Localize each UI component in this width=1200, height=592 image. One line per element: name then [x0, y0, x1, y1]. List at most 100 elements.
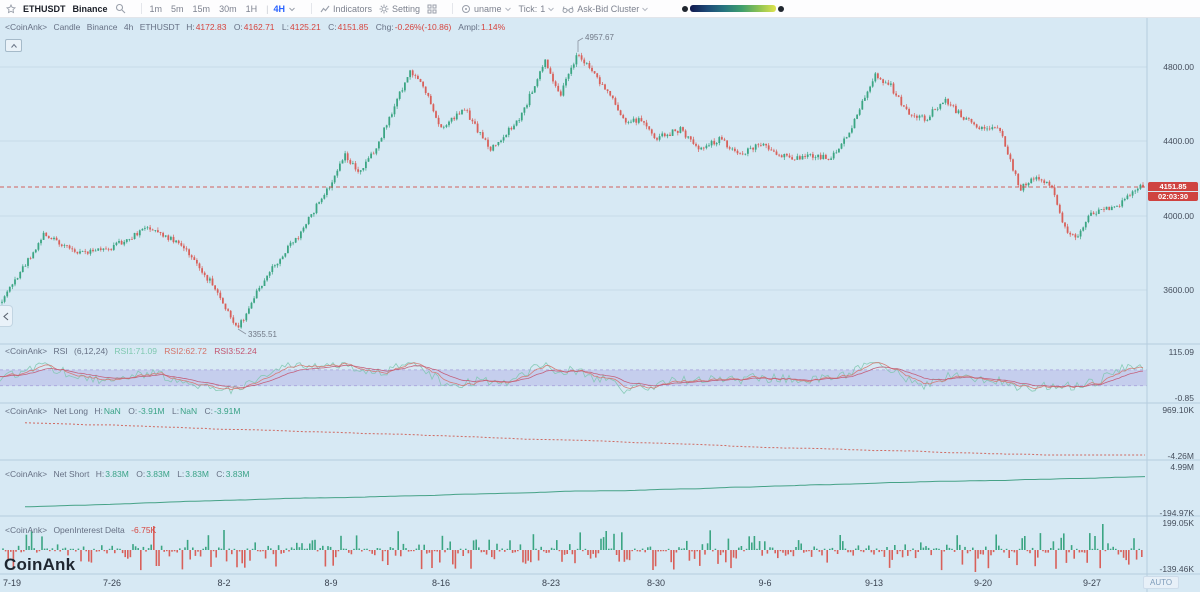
legend-interval: 4h — [123, 22, 134, 32]
heatmap-gradient-control[interactable] — [682, 5, 785, 12]
time-axis-label: 8-23 — [541, 578, 561, 588]
time-axis-label: 9-6 — [758, 578, 772, 588]
annotation-pointers — [237, 37, 584, 335]
rsi3-value: RSI3:52.24 — [214, 346, 257, 356]
chevron-down-icon — [641, 5, 649, 13]
time-axis-label: 8-16 — [431, 578, 451, 588]
eye-icon — [461, 4, 471, 14]
layout-grid-icon[interactable] — [427, 4, 437, 14]
price-tick-label: 4000.00 — [1163, 211, 1194, 221]
legend-open-value: 4162.71 — [243, 22, 275, 32]
tick-value: 1 — [540, 3, 546, 14]
toolbar-divider — [140, 3, 142, 14]
uname-select[interactable]: uname — [461, 4, 512, 14]
legend-high-value: 4172.83 — [195, 22, 227, 32]
oi-delta-bars — [2, 524, 1143, 572]
collapse-panel-button[interactable] — [5, 39, 22, 52]
legend-change-label: Chg: — [375, 22, 394, 32]
rsi1-value: RSI1:71.09 — [114, 346, 157, 356]
net-long-line — [24, 422, 1145, 456]
collapse-left-arrow[interactable] — [0, 305, 13, 327]
time-axis-label: 9-20 — [973, 578, 993, 588]
oi-min-label: -139.46K — [1159, 564, 1195, 574]
net-short-legend: <CoinAnk> Net Short H:3.83M O:3.83M L:3.… — [5, 469, 254, 479]
legend-close-value: 4151.85 — [337, 22, 369, 32]
oi-max-label: 199.05K — [1162, 518, 1194, 528]
last-price-badge: 4151.85 02:03:30 — [1148, 182, 1198, 201]
legend-low-label: L: — [281, 22, 289, 32]
tick-select[interactable]: Tick: 1 — [519, 4, 556, 14]
netshort-h: 3.83M — [105, 469, 129, 479]
top-toolbar: ETHUSDT Binance 1m 5m 15m 30m 1H | 4H Indica… — [0, 0, 1200, 18]
netlong-o-label: O: — [128, 406, 138, 416]
setting-label: Setting — [391, 3, 421, 14]
glasses-icon — [562, 4, 574, 14]
netshort-max-label: 4.99M — [1170, 462, 1194, 472]
netshort-o-label: O: — [136, 469, 146, 479]
netshort-min-label: -194.97K — [1159, 508, 1195, 518]
legend-exchange: Binance — [86, 22, 118, 32]
legend-close-label: C: — [328, 22, 337, 32]
netshort-c-label: C: — [216, 469, 225, 479]
legend-change-value: -0.26%(-10.86) — [394, 22, 452, 32]
askbid-label: Ask-Bid Cluster — [577, 3, 640, 14]
netlong-h: NaN — [103, 406, 121, 416]
netshort-o: 3.83M — [146, 469, 170, 479]
auto-scale-button[interactable]: AUTO — [1143, 576, 1180, 589]
netlong-min-label: -4.26M — [1167, 451, 1194, 461]
timeframe-1m[interactable]: 1m — [149, 3, 163, 14]
setting-button[interactable]: Setting — [379, 4, 420, 14]
time-axis-label: 8-30 — [646, 578, 666, 588]
symbol-name[interactable]: ETHUSDT — [23, 3, 66, 14]
chevron-down-icon — [547, 5, 555, 13]
legend-symbol: ETHUSDT — [139, 22, 180, 32]
timeframe-divider: | — [266, 3, 269, 14]
gradient-handle-left[interactable] — [682, 5, 689, 12]
oi-delta-legend: <CoinAnk> OpenInterest Delta -6.75K — [5, 525, 161, 535]
exchange-name[interactable]: Binance — [72, 3, 108, 14]
netshort-l-label: L: — [177, 469, 185, 479]
rsi-name: RSI — [53, 346, 68, 356]
rsi2-value: RSI2:62.72 — [164, 346, 207, 356]
gradient-bar[interactable] — [690, 5, 777, 12]
price-tick-label: 4400.00 — [1163, 136, 1194, 146]
timeframe-active[interactable]: 4H — [273, 3, 285, 14]
search-icon[interactable] — [115, 3, 126, 14]
askbid-cluster-toggle[interactable]: Ask-Bid Cluster — [562, 4, 649, 14]
timeframe-1H[interactable]: 1H — [245, 3, 258, 14]
net-short-line — [24, 476, 1146, 508]
timeframe-15m[interactable]: 15m — [192, 3, 211, 14]
chevron-down-icon[interactable] — [288, 5, 296, 13]
timeframe-5m[interactable]: 5m — [171, 3, 184, 14]
time-axis-label: 9-27 — [1082, 578, 1102, 588]
countdown-timer: 02:03:30 — [1148, 192, 1198, 201]
price-tick-label: 4800.00 — [1163, 62, 1194, 72]
legend-amplitude-value: 1.14% — [481, 22, 506, 32]
timeframe-30m[interactable]: 30m — [219, 3, 237, 14]
netlong-max-label: 969.10K — [1162, 405, 1194, 415]
netlong-c-label: C: — [204, 406, 214, 416]
coinank-watermark: CoinAnk — [4, 555, 76, 574]
toolbar-divider — [452, 3, 454, 14]
rsi-lines — [0, 362, 1144, 395]
netlong-c: -3.91M — [214, 406, 241, 416]
time-axis-label: 7-26 — [102, 578, 122, 588]
favorite-star-icon[interactable] — [6, 3, 16, 14]
time-axis-label: 7-19 — [2, 578, 22, 588]
indicators-button[interactable]: Indicators — [320, 4, 372, 14]
panel-separators — [0, 18, 1200, 592]
chevron-up-icon — [10, 43, 17, 48]
oi-name: OpenInterest Delta — [53, 525, 125, 535]
toolbar-divider — [310, 3, 312, 14]
gradient-handle-right[interactable] — [778, 5, 785, 12]
timeframe-list: 1m 5m 15m 30m 1H — [150, 4, 267, 14]
netshort-c: 3.83M — [225, 469, 250, 479]
netshort-name: Net Short — [53, 469, 90, 479]
candles-layer — [1, 52, 1144, 329]
legend-open-label: O: — [233, 22, 243, 32]
low-annotation: 3355.51 — [248, 330, 277, 339]
last-price-value: 4151.85 — [1148, 182, 1198, 191]
indicators-label: Indicators — [332, 3, 372, 14]
